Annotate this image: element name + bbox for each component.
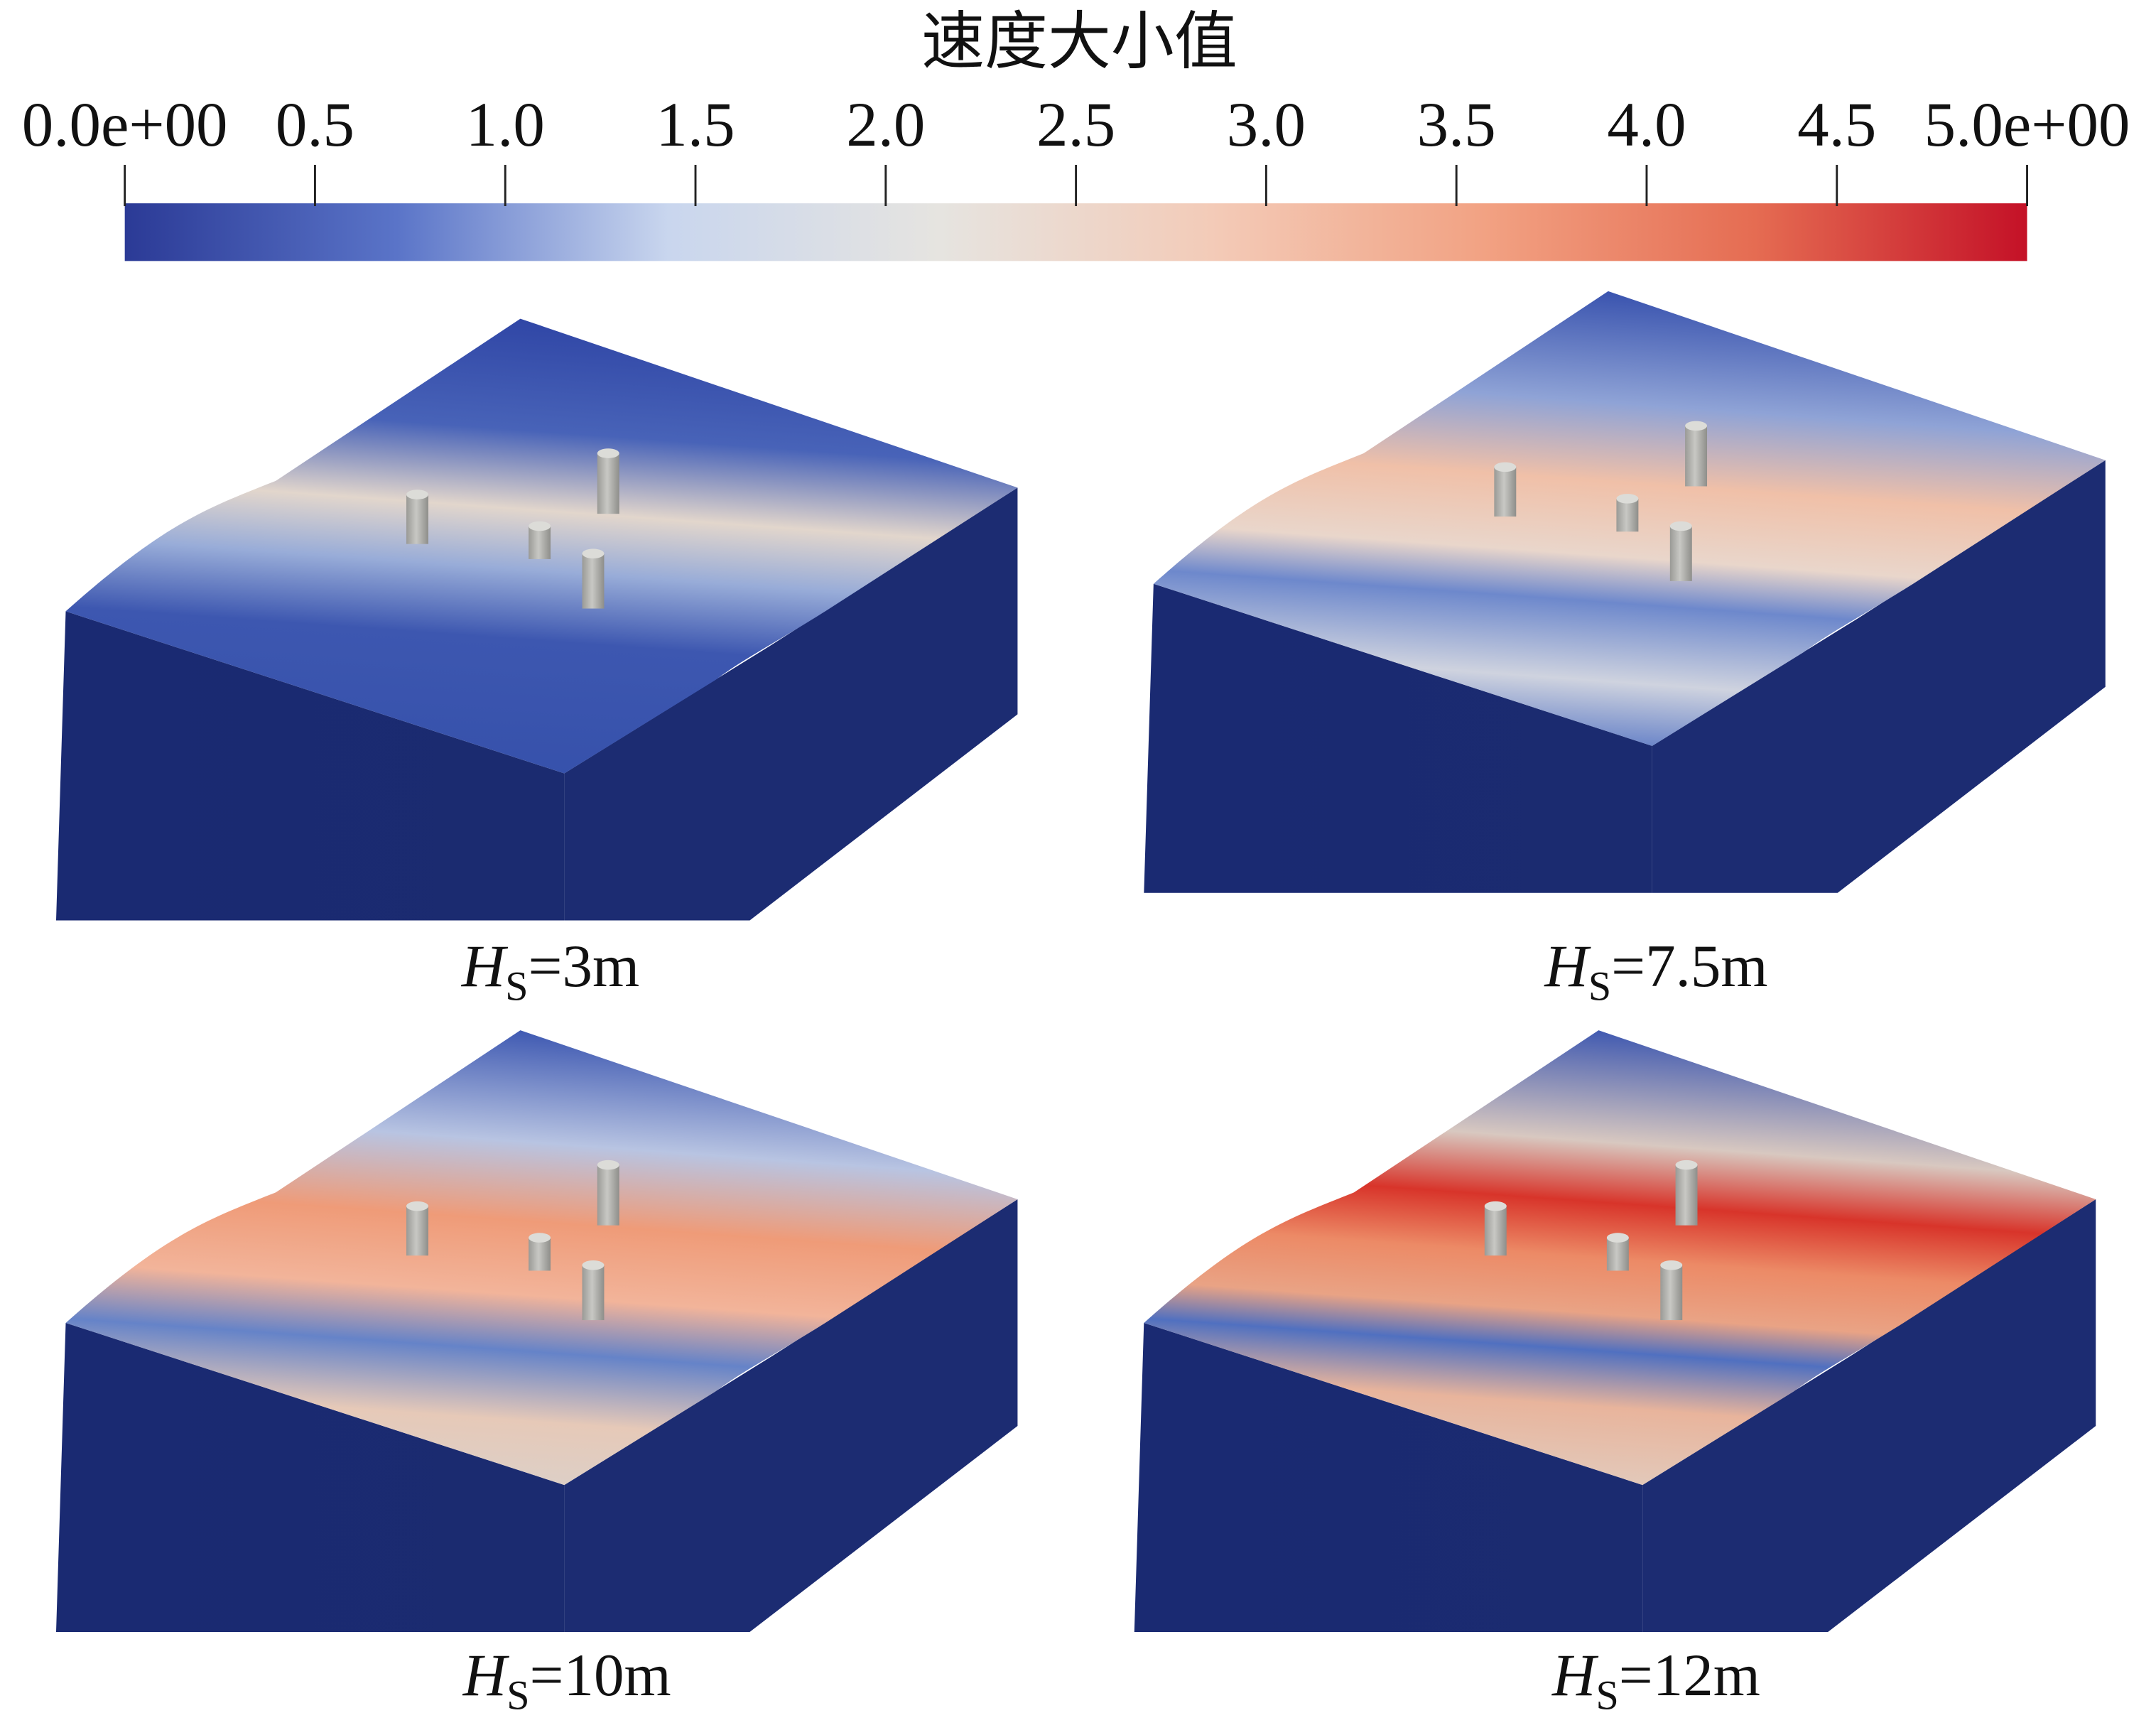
pile-top <box>582 1260 605 1270</box>
pile <box>529 1238 551 1271</box>
colorbar-tick-label: 4.5 <box>1797 90 1876 160</box>
pile-top <box>1484 1201 1507 1211</box>
colorbar-tick-label: 5.0e+00 <box>1924 90 2130 160</box>
pile <box>1616 498 1639 532</box>
pile <box>529 526 551 559</box>
label-value: =7.5m <box>1611 933 1767 1000</box>
colorbar-tick-label: 4.0 <box>1607 90 1686 160</box>
panel-label: HS=3m <box>461 933 639 1009</box>
colorbar-gradient <box>124 203 2027 261</box>
pile <box>1685 426 1708 487</box>
label-symbol: H <box>462 1642 510 1709</box>
colorbar-tick-label: 2.5 <box>1036 90 1115 160</box>
label-subscript: S <box>507 1672 529 1718</box>
label-symbol: H <box>1544 933 1591 1000</box>
pile <box>1484 1206 1507 1256</box>
block-right <box>564 1199 1018 1632</box>
pile-top <box>1660 1260 1683 1270</box>
label-value: =10m <box>529 1642 671 1709</box>
pile <box>1675 1164 1698 1226</box>
colorbar-tick-label: 1.5 <box>656 90 735 160</box>
label-subscript: S <box>505 963 528 1010</box>
label-value: =3m <box>529 933 640 1000</box>
block-front <box>1134 1322 1643 1632</box>
colorbar-tick-label: 3.5 <box>1417 90 1496 160</box>
label-symbol: H <box>1551 1642 1599 1709</box>
colorbar-tick-label: 1.0 <box>466 90 545 160</box>
colorbar-tick-label: 0.0e+00 <box>22 90 228 160</box>
pile-top <box>406 490 428 499</box>
panel-label: HS=7.5m <box>1544 933 1767 1009</box>
pile <box>406 1206 428 1256</box>
pile <box>597 453 619 514</box>
pile <box>1606 1238 1629 1271</box>
label-value: =12m <box>1619 1642 1760 1709</box>
pile-top <box>597 1160 619 1170</box>
colorbar: 0.0e+00 0.5 1.0 1.5 2.0 2.5 3.0 3.5 4.0 4.5 5.0e+0… <box>22 90 2130 261</box>
pile-top <box>582 548 605 558</box>
pile <box>582 1265 605 1321</box>
pile-top <box>1616 494 1639 504</box>
pile <box>597 1164 619 1226</box>
pile-top <box>529 1233 551 1243</box>
label-symbol: H <box>461 933 509 1000</box>
block-front <box>55 1322 565 1632</box>
panel-label: HS=12m <box>1551 1642 1760 1718</box>
panel <box>1134 1030 2096 1632</box>
pile <box>1669 526 1692 581</box>
pile-top <box>529 521 551 531</box>
pile-top <box>597 448 619 458</box>
pile-top <box>1675 1160 1698 1170</box>
panel <box>55 318 1018 921</box>
pile-top <box>1494 462 1517 472</box>
colorbar-tick-label: 2.0 <box>846 90 925 160</box>
block-front <box>1144 583 1652 893</box>
panel-label: HS=10m <box>462 1642 671 1718</box>
label-subscript: S <box>1596 1672 1618 1718</box>
block-front <box>55 611 565 921</box>
colorbar-tick-label: 3.0 <box>1227 90 1306 160</box>
pile <box>1660 1265 1683 1321</box>
block-right <box>1652 460 2106 893</box>
pile-top <box>1669 521 1692 531</box>
pile <box>406 494 428 544</box>
panel <box>55 1030 1018 1632</box>
block-right <box>564 487 1018 921</box>
pile-top <box>406 1201 428 1211</box>
pile-top <box>1606 1233 1629 1243</box>
pile <box>582 553 605 609</box>
pile-top <box>1685 421 1708 431</box>
colorbar-tick-label: 0.5 <box>276 90 354 160</box>
label-subscript: S <box>1588 963 1611 1010</box>
panel <box>1144 291 2106 893</box>
pile <box>1494 467 1517 517</box>
block-right <box>1642 1199 2096 1632</box>
colorbar-title: 速度大小值 <box>921 8 1237 77</box>
